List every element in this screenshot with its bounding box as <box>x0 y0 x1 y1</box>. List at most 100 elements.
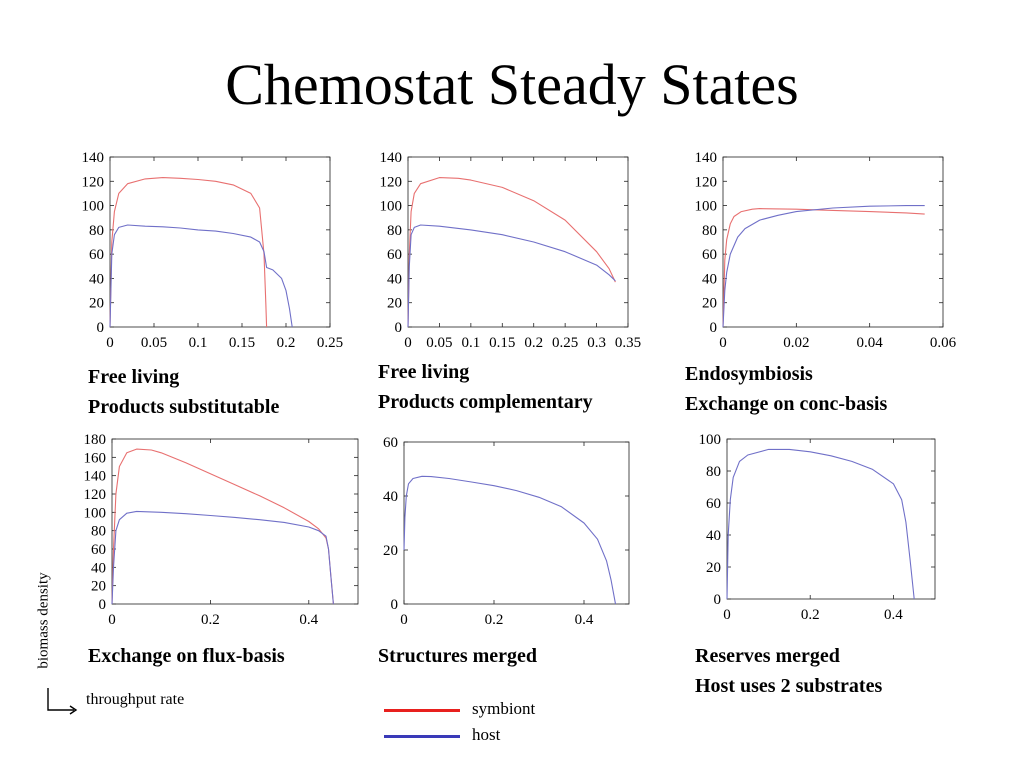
plot-frame <box>407 156 629 328</box>
x-tick-label: 0.4 <box>884 607 903 623</box>
x-tick-label: 0.05 <box>141 335 167 351</box>
x-tick-label: 0.2 <box>485 612 504 628</box>
y-tick-label: 120 <box>84 487 107 503</box>
series-line-2 <box>407 224 616 328</box>
x-tick-label: 0.4 <box>299 612 318 628</box>
y-tick-label: 160 <box>84 450 107 466</box>
series-line-2 <box>722 205 925 328</box>
chart-panel-2: 0 20 40 60 80 100 120 140 0 0.05 0.1 0.15 0.2 0.25 0.3… <box>380 150 642 351</box>
y-tick-label: 100 <box>84 505 107 521</box>
x-tick-label: 0 <box>106 335 114 351</box>
y-tick-label: 40 <box>89 271 104 287</box>
series-line-1 <box>726 448 915 600</box>
plot-frame <box>111 438 359 605</box>
y-tick-label: 40 <box>387 271 402 287</box>
x-tick-label: 0.2 <box>277 335 296 351</box>
y-tick-label: 120 <box>695 174 718 190</box>
x-tick-label: 0.06 <box>930 335 957 351</box>
caption-5: Structures merged <box>378 641 537 671</box>
y-tick-label: 140 <box>695 150 718 166</box>
chart-panel-1: 0 20 40 60 80 100 120 140 0 0.05 0.1 0.15 0.2 0.25 <box>82 150 344 351</box>
chart-panel-4: 0 20 40 60 80 100 120 140 160 180 0 0.2 0.4 <box>84 432 359 628</box>
y-tick-label: 20 <box>89 296 104 312</box>
caption-3-line-2: Exchange on conc-basis <box>685 393 888 415</box>
caption-2-line-2: Products complementary <box>378 391 593 413</box>
y-tick-label: 140 <box>380 150 403 166</box>
y-tick-label: 120 <box>380 174 403 190</box>
legend-label-host: host <box>472 725 501 744</box>
y-tick-label: 80 <box>706 464 721 480</box>
x-tick-label: 0.35 <box>615 335 641 351</box>
x-tick-label: 0 <box>723 607 731 623</box>
caption-4-line-1: Exchange on flux-basis <box>88 645 285 667</box>
x-tick-label: 0.15 <box>229 335 255 351</box>
x-tick-label: 0.4 <box>575 612 594 628</box>
caption-4: Exchange on flux-basis <box>88 641 285 671</box>
y-tick-label: 100 <box>380 199 403 215</box>
y-tick-label: 100 <box>695 199 718 215</box>
x-tick-label: 0.15 <box>489 335 515 351</box>
plot-frame <box>403 441 630 605</box>
caption-1-line-2: Products substitutable <box>88 396 280 418</box>
y-tick-label: 180 <box>84 432 107 448</box>
y-tick-label: 60 <box>89 247 104 263</box>
caption-2-line-1: Free living <box>378 361 470 383</box>
y-tick-label: 20 <box>702 296 717 312</box>
y-tick-label: 100 <box>699 432 722 448</box>
y-tick-label: 80 <box>91 524 106 540</box>
caption-6-line-1: Reserves merged <box>695 645 840 667</box>
series-line-1 <box>407 177 616 328</box>
y-tick-label: 0 <box>391 597 399 613</box>
plot-frame <box>722 156 944 328</box>
y-tick-label: 60 <box>702 247 717 263</box>
series-line-1 <box>111 448 334 605</box>
y-tick-label: 40 <box>383 489 398 505</box>
y-tick-label: 140 <box>84 469 107 485</box>
caption-5-line-1: Structures merged <box>378 645 538 667</box>
legend-swatch-symbiont <box>384 709 460 712</box>
axes-arrow-icon <box>47 688 78 715</box>
x-tick-label: 0.1 <box>189 335 208 351</box>
caption-6: Reserves merged Host uses 2 substrates <box>695 641 882 701</box>
x-tick-label: 0.04 <box>857 335 884 351</box>
x-tick-label: 0.1 <box>461 335 480 351</box>
series-line-2 <box>109 224 293 328</box>
caption-3: Endosymbiosis Exchange on conc-basis <box>685 359 887 419</box>
y-axis-label-text: biomass density <box>35 572 52 669</box>
x-axis-label: throughput rate <box>86 691 185 708</box>
y-tick-label: 80 <box>387 223 402 239</box>
legend-swatch-host <box>384 735 460 738</box>
legend-label-symbiont: symbiont <box>472 699 536 718</box>
y-tick-label: 80 <box>702 223 717 239</box>
y-tick-label: 40 <box>706 528 721 544</box>
y-tick-label: 0 <box>97 320 105 336</box>
series-line-1 <box>109 177 268 328</box>
chart-panel-6: 0 20 40 60 80 100 0 0.2 0.4 <box>699 432 936 623</box>
x-tick-label: 0.3 <box>587 335 606 351</box>
chart-panel-3: 0 20 40 60 80 100 120 140 0 0.02 0.04 0.06 <box>695 150 957 351</box>
plot-frame <box>109 156 331 328</box>
x-tick-label: 0.2 <box>201 612 220 628</box>
x-tick-label: 0.2 <box>524 335 543 351</box>
y-tick-label: 120 <box>82 174 105 190</box>
y-tick-label: 40 <box>702 271 717 287</box>
y-tick-label: 60 <box>387 247 402 263</box>
y-tick-label: 100 <box>82 199 105 215</box>
y-tick-label: 40 <box>91 560 106 576</box>
caption-2: Free living Products complementary <box>378 357 593 417</box>
x-tick-label: 0.2 <box>801 607 820 623</box>
x-tick-label: 0.02 <box>783 335 809 351</box>
page-title: Chemostat Steady States <box>225 52 799 117</box>
plot-frame <box>726 438 936 600</box>
x-tick-label: 0 <box>108 612 116 628</box>
y-tick-label: 60 <box>383 435 398 451</box>
y-tick-label: 0 <box>395 320 403 336</box>
caption-3-line-1: Endosymbiosis <box>685 363 813 385</box>
y-tick-label: 20 <box>383 543 398 559</box>
y-tick-label: 140 <box>82 150 105 166</box>
x-tick-label: 0 <box>400 612 408 628</box>
series-line-1 <box>722 208 925 328</box>
y-tick-label: 0 <box>714 592 722 608</box>
x-tick-label: 0 <box>719 335 727 351</box>
y-tick-label: 20 <box>706 560 721 576</box>
